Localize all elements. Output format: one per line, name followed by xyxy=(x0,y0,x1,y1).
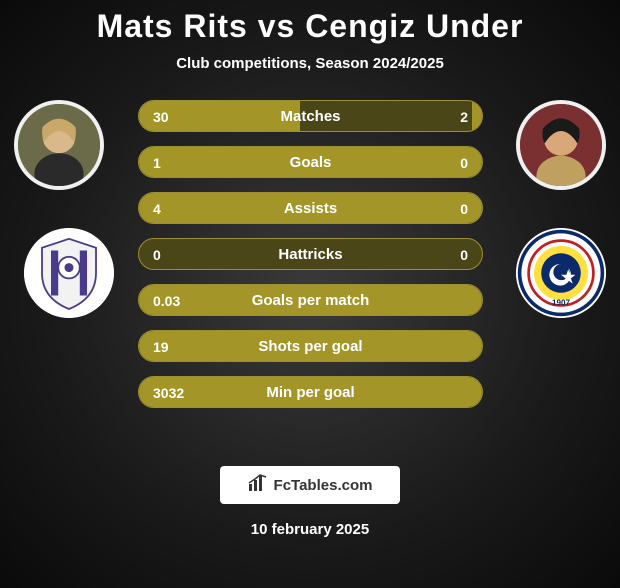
stat-row: 30Matches2 xyxy=(138,100,483,132)
stats-list: 30Matches21Goals04Assists00Hattricks00.0… xyxy=(138,100,483,408)
stat-label: Min per goal xyxy=(139,377,482,407)
stat-row: 3032Min per goal xyxy=(138,376,483,408)
footer-brand: FcTables.com xyxy=(220,466,400,504)
comparison-panel: 1907 30Matches21Goals04Assists00Hattrick… xyxy=(0,100,620,408)
page-title: Mats Rits vs Cengiz Under xyxy=(0,8,620,45)
face-icon xyxy=(520,104,602,186)
club-left-badge xyxy=(24,228,114,318)
page-subtitle: Club competitions, Season 2024/2025 xyxy=(0,55,620,72)
stat-row: 4Assists0 xyxy=(138,192,483,224)
footer-brand-text: FcTables.com xyxy=(274,477,373,494)
club-badge-icon xyxy=(24,228,114,318)
stat-row: 1Goals0 xyxy=(138,146,483,178)
club-badge-icon: 1907 xyxy=(516,228,606,318)
stat-row: 19Shots per goal xyxy=(138,330,483,362)
svg-text:1907: 1907 xyxy=(552,298,570,307)
stat-row: 0Hattricks0 xyxy=(138,238,483,270)
stat-label: Goals xyxy=(139,147,482,177)
stat-value-right: 0 xyxy=(460,147,468,178)
stat-value-right: 0 xyxy=(460,239,468,270)
stat-label: Goals per match xyxy=(139,285,482,315)
face-icon xyxy=(18,104,100,186)
stat-label: Shots per goal xyxy=(139,331,482,361)
chart-icon xyxy=(248,474,268,496)
stat-label: Matches xyxy=(139,101,482,131)
stat-value-right: 2 xyxy=(460,101,468,132)
player-left-portrait xyxy=(14,100,104,190)
footer-date: 10 february 2025 xyxy=(0,521,620,538)
stat-label: Hattricks xyxy=(139,239,482,269)
player-right-portrait xyxy=(516,100,606,190)
stat-row: 0.03Goals per match xyxy=(138,284,483,316)
club-right-badge: 1907 xyxy=(516,228,606,318)
stat-label: Assists xyxy=(139,193,482,223)
stat-value-right: 0 xyxy=(460,193,468,224)
